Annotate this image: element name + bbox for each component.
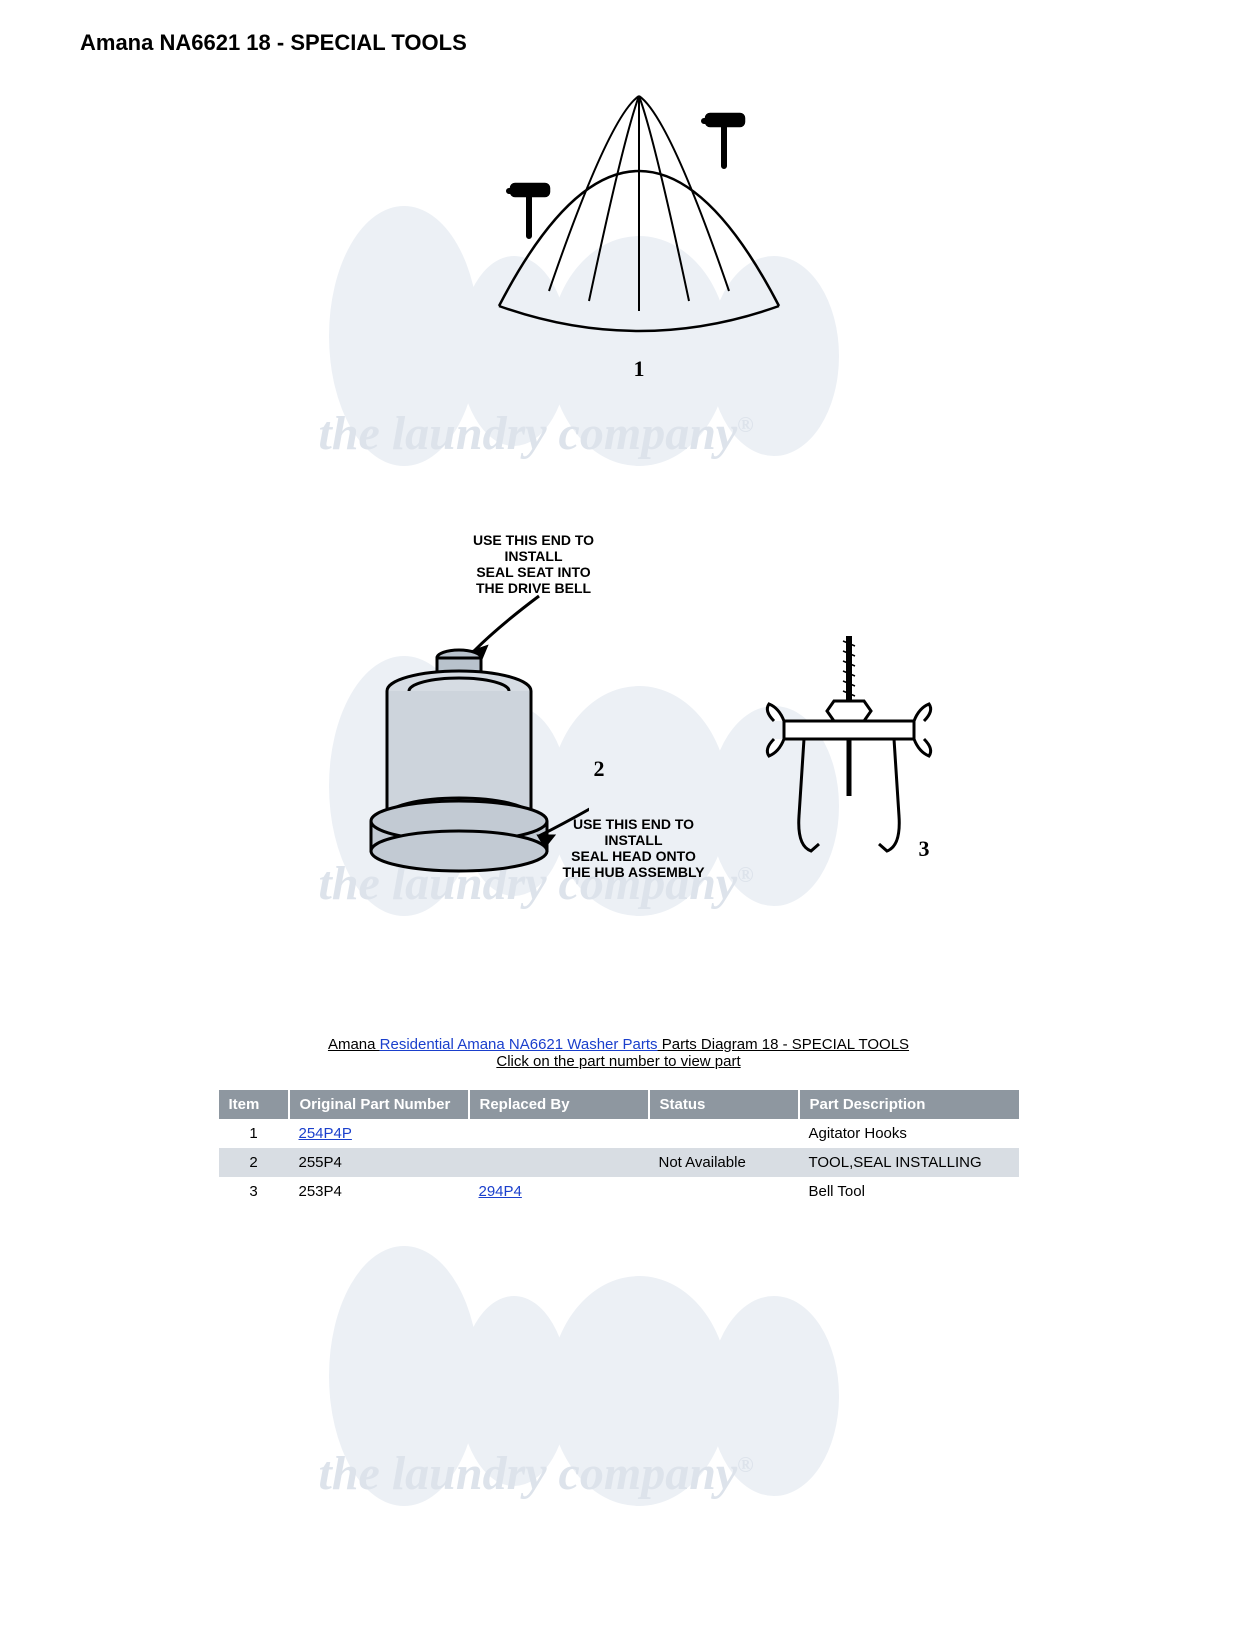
product-link[interactable]: Residential Amana NA6621 Washer Parts — [380, 1036, 658, 1053]
cell-orig: 253P4 — [289, 1177, 469, 1206]
page-title: Amana NA6621 18 - SPECIAL TOOLS — [80, 30, 1157, 56]
table-row: 3253P4 294P4 Bell Tool — [219, 1177, 1019, 1206]
cell-orig: 255P4 — [289, 1148, 469, 1177]
col-item: Item — [219, 1090, 289, 1119]
col-orig: Original Part Number — [289, 1090, 469, 1119]
cell-status — [649, 1177, 799, 1206]
col-replaced: Replaced By — [469, 1090, 649, 1119]
cell-status: Not Available — [649, 1148, 799, 1177]
caption-prefix: Amana — [328, 1036, 380, 1053]
parts-table: Item Original Part Number Replaced By St… — [219, 1090, 1019, 1206]
cell-desc: Agitator Hooks — [799, 1119, 1019, 1148]
figure-3-number: 3 — [919, 836, 930, 862]
cell-item: 3 — [219, 1177, 289, 1206]
col-desc: Part Description — [799, 1090, 1019, 1119]
part-link[interactable]: 254P4P — [299, 1125, 352, 1142]
cell-orig: 254P4P — [289, 1119, 469, 1148]
figure-2-number: 2 — [594, 756, 605, 782]
col-status: Status — [649, 1090, 799, 1119]
cell-item: 1 — [219, 1119, 289, 1148]
cell-replaced: 294P4 — [469, 1177, 649, 1206]
cell-status — [649, 1119, 799, 1148]
table-row: 1 254P4P Agitator Hooks — [219, 1119, 1019, 1148]
parts-diagram: the laundry company® the laundry company… — [219, 76, 1019, 996]
figure-1-svg — [459, 76, 819, 376]
caption-sub: Click on the part number to view part — [80, 1053, 1157, 1070]
cell-desc: TOOL,SEAL INSTALLING — [799, 1148, 1019, 1177]
table-row: 2255P4 Not AvailableTOOL,SEAL INSTALLING — [219, 1148, 1019, 1177]
cell-item: 2 — [219, 1148, 289, 1177]
figure-2-label-top: USE THIS END TOINSTALLSEAL SEAT INTOTHE … — [444, 532, 624, 596]
cell-replaced — [469, 1148, 649, 1177]
figure-2-label-bottom: USE THIS END TOINSTALLSEAL HEAD ONTOTHE … — [544, 816, 724, 880]
watermark-text-3: the laundry company® — [319, 1446, 754, 1501]
watermark-text: the laundry company® — [319, 406, 754, 461]
part-link[interactable]: 294P4 — [479, 1183, 522, 1200]
figure-1-number: 1 — [634, 356, 645, 382]
diagram-caption: Amana Residential Amana NA6621 Washer Pa… — [80, 1036, 1157, 1070]
cell-desc: Bell Tool — [799, 1177, 1019, 1206]
caption-suffix: Parts Diagram 18 - SPECIAL TOOLS — [658, 1036, 909, 1053]
cell-replaced — [469, 1119, 649, 1148]
table-header-row: Item Original Part Number Replaced By St… — [219, 1090, 1019, 1119]
